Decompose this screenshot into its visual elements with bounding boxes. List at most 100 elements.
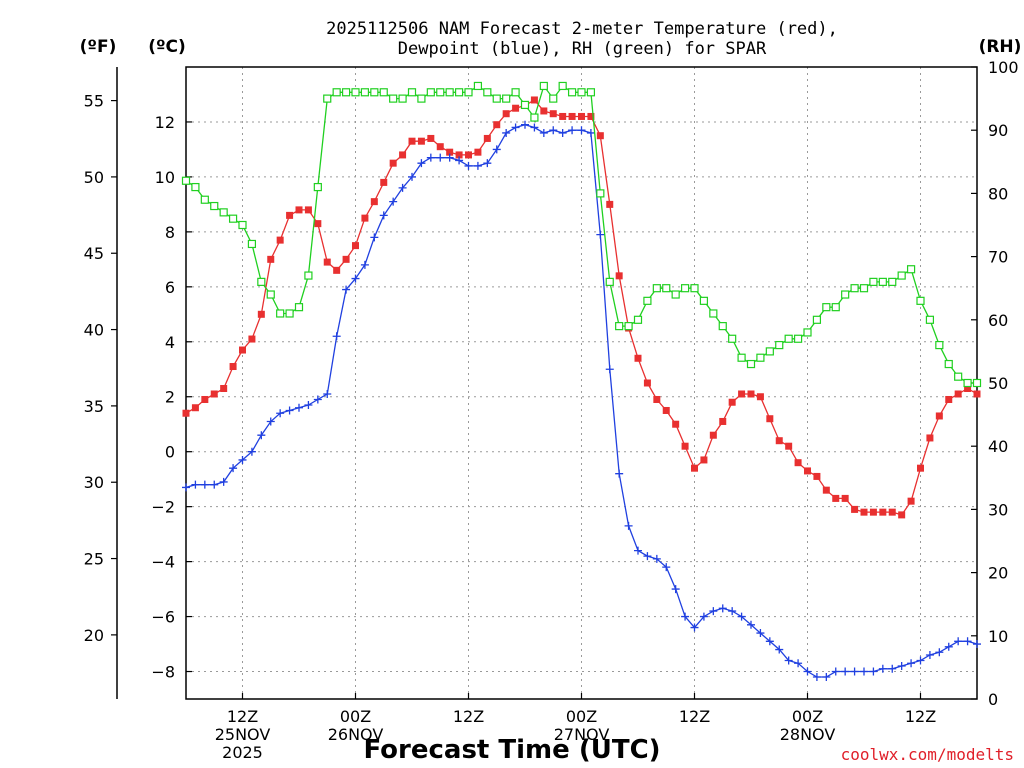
- data-point-0-27: [436, 143, 444, 151]
- data-point-1-2: [200, 480, 209, 489]
- data-point-1-52: [671, 585, 680, 594]
- rh-tick-label: 100: [988, 58, 1019, 77]
- data-point-1-42: [577, 126, 586, 135]
- celsius-tick-label: 12: [155, 113, 175, 132]
- data-point-1-59: [737, 612, 746, 621]
- data-point-2-56: [709, 309, 718, 318]
- data-point-2-7: [247, 239, 257, 249]
- data-point-1-55: [699, 612, 708, 621]
- unit-label-fahrenheit: (ºF): [80, 37, 117, 57]
- data-point-2-36: [520, 100, 530, 110]
- data-point-1-81: [944, 642, 953, 651]
- data-point-1-73: [869, 667, 878, 676]
- data-point-2-57: [718, 322, 727, 331]
- data-point-0-1: [191, 404, 199, 412]
- data-point-2-48: [633, 315, 643, 324]
- data-point-0-39: [549, 110, 557, 118]
- data-point-1-46: [615, 469, 624, 478]
- data-point-1-41: [568, 126, 577, 135]
- data-point-0-7: [248, 335, 256, 343]
- plot-frame: [185, 66, 978, 700]
- data-point-0-8: [257, 310, 265, 318]
- data-point-0-42: [578, 112, 585, 120]
- data-point-2-19: [360, 88, 370, 97]
- data-point-0-72: [860, 508, 868, 516]
- data-point-1-58: [728, 607, 737, 616]
- chart-title-line-2: Dewpoint (blue), RH (green) for SPAR: [398, 39, 767, 59]
- x-tick-label: 12Z: [227, 707, 258, 726]
- data-point-0-67: [813, 472, 821, 480]
- fahrenheit-tick-label: 35: [84, 397, 104, 416]
- data-point-2-51: [662, 284, 671, 293]
- data-point-0-61: [756, 393, 764, 401]
- fahrenheit-tick-label: 50: [84, 168, 104, 187]
- data-point-2-39: [549, 94, 558, 103]
- celsius-tick-label: 6: [165, 278, 175, 297]
- data-point-2-83: [963, 378, 972, 388]
- data-point-2-45: [605, 277, 614, 286]
- data-point-1-1: [191, 480, 200, 489]
- data-point-2-8: [257, 277, 266, 286]
- data-point-0-37: [530, 96, 538, 104]
- data-point-2-32: [483, 88, 492, 97]
- data-point-2-74: [878, 277, 887, 286]
- data-point-2-0: [181, 176, 191, 185]
- data-point-1-50: [652, 554, 661, 563]
- x-tick-label: 12Z: [679, 707, 710, 726]
- rh-tick-label: 40: [988, 437, 1008, 456]
- data-point-0-68: [822, 486, 830, 494]
- data-point-1-60: [747, 620, 755, 629]
- data-point-0-71: [851, 505, 859, 513]
- data-point-1-16: [332, 332, 341, 341]
- data-point-0-73: [869, 508, 877, 516]
- data-point-0-22: [389, 159, 397, 167]
- data-point-0-6: [239, 346, 246, 354]
- data-point-2-44: [596, 189, 605, 198]
- data-point-1-36: [521, 120, 529, 129]
- data-point-0-82: [954, 390, 962, 398]
- data-point-2-73: [869, 277, 878, 286]
- data-point-1-43: [586, 128, 595, 137]
- data-point-2-3: [210, 201, 219, 211]
- data-point-2-35: [511, 88, 520, 97]
- data-point-2-15: [323, 94, 332, 103]
- x-tick-label: 12Z: [905, 707, 936, 726]
- data-point-0-49: [643, 379, 651, 387]
- data-point-1-64: [784, 656, 793, 665]
- data-point-1-9: [266, 417, 275, 426]
- data-point-0-74: [879, 508, 887, 516]
- series-2: [181, 81, 982, 388]
- celsius-tick-label: −4: [151, 553, 175, 572]
- data-point-2-20: [370, 88, 379, 97]
- data-point-2-11: [285, 309, 294, 318]
- data-point-2-77: [906, 265, 916, 274]
- data-point-2-27: [436, 88, 445, 97]
- data-point-1-53: [681, 612, 690, 621]
- data-point-1-7: [247, 447, 256, 456]
- data-point-2-54: [690, 284, 699, 293]
- data-point-1-39: [549, 126, 558, 135]
- data-point-2-55: [699, 296, 709, 305]
- data-point-1-56: [709, 607, 718, 616]
- data-point-1-4: [219, 477, 228, 486]
- data-point-2-9: [266, 290, 275, 299]
- rh-tick-label: 0: [988, 690, 998, 709]
- data-point-1-45: [605, 365, 614, 374]
- data-point-0-64: [785, 442, 793, 450]
- data-point-1-65: [794, 659, 803, 668]
- data-point-1-80: [935, 648, 944, 657]
- data-point-2-58: [728, 334, 737, 343]
- data-point-0-78: [917, 464, 924, 472]
- data-point-0-56: [709, 431, 717, 439]
- data-point-2-63: [775, 340, 784, 350]
- data-point-1-38: [539, 128, 548, 137]
- data-point-2-46: [615, 322, 624, 331]
- data-point-2-59: [737, 353, 746, 362]
- data-point-1-51: [662, 563, 671, 572]
- rh-tick-label: 90: [988, 121, 1008, 140]
- data-point-0-84: [973, 390, 981, 398]
- data-point-0-10: [276, 236, 284, 244]
- data-point-2-5: [228, 214, 238, 223]
- data-point-1-35: [511, 123, 520, 132]
- data-point-1-83: [963, 637, 972, 646]
